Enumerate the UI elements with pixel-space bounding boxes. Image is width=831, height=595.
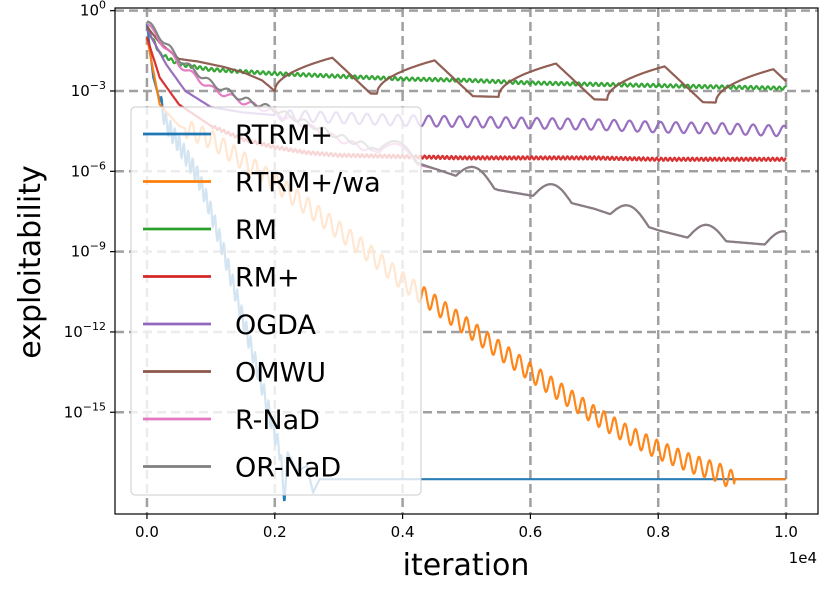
y-tick-label: 10−9 (71, 240, 106, 261)
x-tick-label: 0.2 (263, 523, 287, 541)
y-tick-label: 10−15 (64, 400, 106, 421)
y-tick-label: 100 (80, 0, 106, 20)
x-tick-label: 1.0 (774, 523, 798, 541)
x-tick-label: 0.6 (518, 523, 542, 541)
legend-label-rm: RM (235, 215, 277, 246)
series-line-rm (146, 25, 787, 91)
legend-label-ogda: OGDA (235, 310, 316, 341)
x-tick-label: 0.8 (646, 523, 670, 541)
legend-label-rm: RM+ (235, 263, 300, 294)
legend: RTRM+ RTRM+/wa RM RM+ OGDA OMWU R-NaD OR-NaD (130, 106, 422, 496)
legend-label-rtrm-wa: RTRM+/wa (235, 168, 381, 199)
legend-label-r-nad: R-NaD (235, 405, 320, 436)
legend-label-omwu: OMWU (235, 358, 326, 389)
legend-label-or-nad: OR-NaD (235, 453, 341, 484)
y-tick-label: 10−6 (71, 159, 106, 180)
legend-box (130, 106, 422, 496)
plot-frame (114, 7, 819, 515)
y-tick-label: 10−3 (71, 79, 106, 100)
series-line-or-nad (146, 20, 787, 246)
series-line-omwu (146, 26, 787, 104)
y-tick-label: 10−12 (64, 320, 106, 341)
x-axis-label: iteration (403, 548, 530, 583)
y-axis: 100 10−3 10−6 10−9 10−12 10−15 (64, 0, 115, 421)
y-axis-label: exploitability (13, 165, 48, 358)
x-tick-label: 0.4 (391, 523, 415, 541)
x-axis: 0.0 0.2 0.4 0.6 0.8 1.0 (135, 514, 798, 541)
legend-label-rtrm: RTRM+ (235, 120, 333, 151)
x-tick-label: 0.0 (135, 523, 159, 541)
x-offset-label: 1e4 (789, 549, 817, 567)
